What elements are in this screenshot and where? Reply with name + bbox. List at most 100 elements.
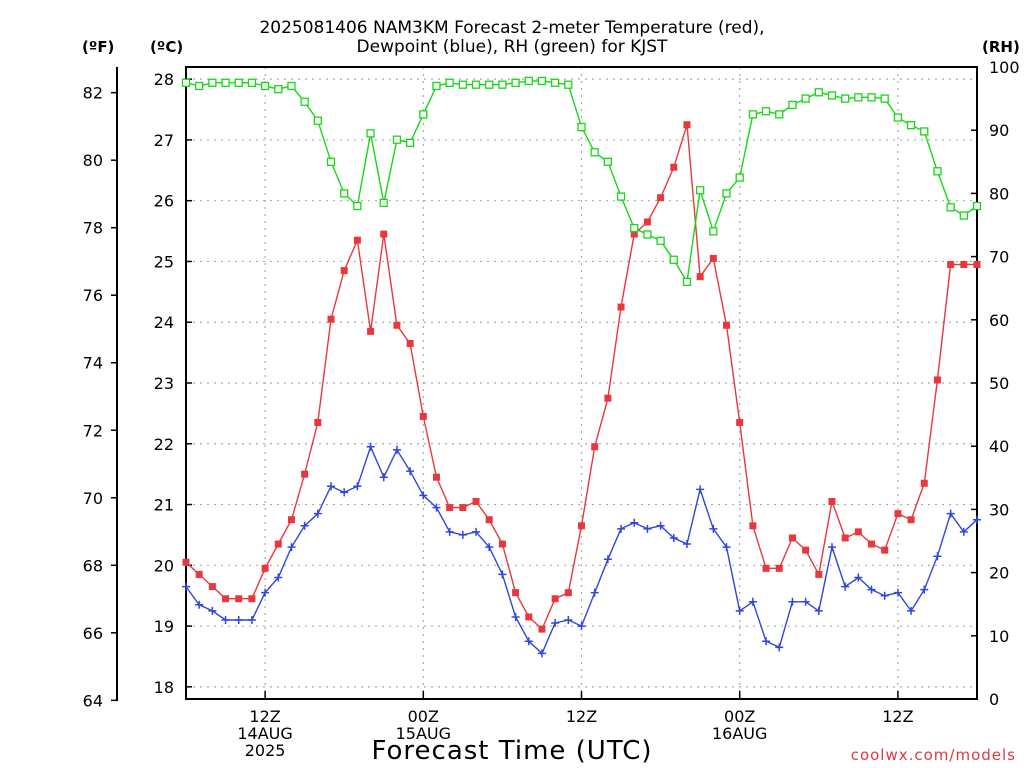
dewpoint-point (366, 442, 375, 451)
temperature-point (696, 273, 704, 281)
rh-point (445, 78, 454, 87)
fahrenheit-unit-label: (ºF) (82, 38, 115, 56)
dewpoint-point (458, 530, 467, 539)
dewpoint-point (195, 600, 204, 609)
celsius-unit-label: (ºC) (150, 38, 184, 56)
rh-point (300, 97, 309, 106)
dewpoint-point (867, 585, 876, 594)
temperature-point (327, 315, 335, 323)
chart-title-line2: Dewpoint (blue), RH (green) for KJST (356, 37, 668, 57)
rh-tick-label: 90 (989, 121, 1009, 140)
rh-point (458, 80, 468, 89)
dewpoint-point (564, 616, 573, 624)
dewpoint-point (392, 445, 401, 454)
rh-point (933, 167, 942, 176)
rh-point (340, 189, 349, 198)
dewpoint-point (814, 606, 823, 615)
rh-point (959, 211, 968, 220)
rh-point (946, 203, 955, 212)
chart-title-line1: 2025081406 NAM3KM Forecast 2-meter Tempe… (259, 18, 765, 38)
dewpoint-point (472, 527, 481, 536)
rh-point (920, 127, 929, 136)
dewpoint-point (247, 616, 256, 624)
dewpoint-point (682, 540, 691, 549)
rh-point (550, 78, 560, 87)
temperature-point (578, 522, 585, 530)
dewpoint-point (775, 643, 784, 652)
temperature-point (538, 625, 546, 633)
temperature-point (630, 230, 638, 238)
rh-point (788, 100, 797, 110)
dewpoint-point (643, 524, 652, 533)
celsius-tick-label: 26 (154, 192, 174, 211)
dewpoint-point (379, 473, 388, 482)
time-tick-label: 12Z (249, 707, 280, 726)
dewpoint-point (893, 588, 902, 597)
temperature-point (683, 121, 691, 129)
dewpoint-point (287, 543, 296, 552)
time-tick-label: 14AUG (237, 724, 292, 743)
rh-point (682, 277, 692, 287)
temperature-point (841, 534, 849, 542)
temperature-point (432, 473, 440, 481)
temperature-point (367, 327, 375, 335)
dewpoint-point (485, 543, 494, 552)
temperature-point (393, 321, 401, 329)
rh-tick-label: 30 (989, 500, 1009, 519)
rh-point (181, 78, 191, 87)
celsius-tick-label: 22 (154, 435, 174, 454)
celsius-tick-label: 25 (154, 252, 174, 271)
rh-point (287, 81, 296, 91)
temperature-point (828, 498, 836, 505)
dewpoint-point (880, 591, 889, 600)
celsius-tick-label: 19 (154, 617, 174, 636)
rh-point (313, 116, 322, 125)
dewpoint-point (537, 649, 546, 658)
dewpoint-point (656, 521, 665, 530)
rh-point (880, 94, 889, 103)
rh-point (722, 189, 731, 198)
temperature-point (406, 340, 414, 347)
rh-point (537, 76, 547, 86)
rh-point (577, 122, 586, 132)
dewpoint-point (722, 543, 731, 552)
rh-unit-label: (RH) (982, 38, 1020, 56)
rh-point (656, 236, 665, 245)
temperature-point (340, 267, 348, 275)
temperature-point (235, 595, 243, 603)
temperature-point (736, 419, 744, 426)
rh-tick-label: 80 (989, 184, 1009, 203)
dewpoint-point (234, 616, 243, 624)
temperature-point (933, 376, 941, 384)
temperature-point (261, 564, 269, 572)
dewpoint-point (762, 637, 771, 646)
rh-point (564, 80, 573, 89)
temperature-point (854, 528, 862, 536)
dewpoint-point (933, 552, 942, 561)
rh-tick-label: 60 (989, 311, 1009, 330)
dewpoint-point (524, 637, 533, 646)
temperature-point (617, 303, 625, 311)
time-tick-label: 00Z (724, 707, 755, 726)
rh-point (326, 157, 336, 166)
rh-tick-label: 40 (989, 437, 1009, 456)
dewpoint-point (300, 521, 309, 530)
fahrenheit-tick-label: 82 (83, 84, 103, 103)
rh-tick-label: 100 (989, 58, 1020, 77)
dewpoint-point (445, 527, 454, 536)
temperature-point (353, 236, 361, 244)
rh-point (748, 110, 758, 119)
rh-point (696, 186, 705, 195)
rh-point (405, 138, 415, 147)
rh-point (419, 110, 428, 119)
dewpoint-point (959, 527, 968, 536)
time-tick-label: 12Z (566, 707, 597, 726)
temperature-point (947, 261, 955, 268)
dewpoint-point (748, 597, 757, 606)
rh-tick-label: 70 (989, 248, 1009, 267)
dewpoint-point (274, 573, 283, 582)
rh-point (260, 81, 270, 91)
temperature-point (446, 504, 454, 512)
dewpoint-point (221, 616, 230, 624)
